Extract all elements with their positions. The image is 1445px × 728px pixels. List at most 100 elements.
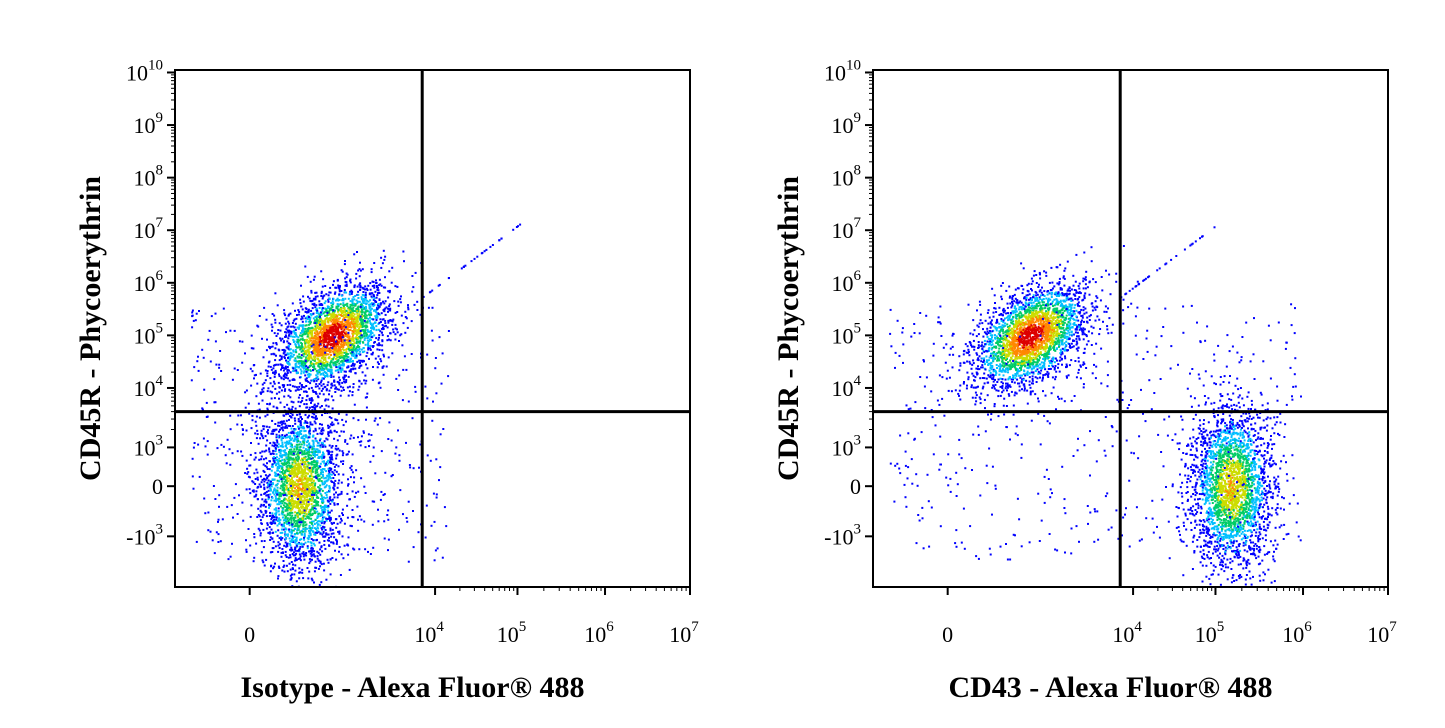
event-point: [259, 505, 262, 508]
event-point: [289, 517, 292, 520]
event-point: [283, 501, 286, 504]
event-point: [300, 470, 303, 473]
event-point: [322, 278, 325, 281]
event-point: [289, 568, 292, 571]
event-point: [275, 453, 278, 456]
event-point: [322, 451, 324, 454]
event-point: [274, 497, 277, 500]
event-point: [345, 379, 348, 381]
event-point: [303, 530, 306, 533]
event-point: [308, 433, 311, 436]
event-point: [320, 470, 323, 473]
event-point: [262, 356, 265, 359]
event-point: [325, 340, 328, 343]
event-point: [291, 484, 294, 487]
event-point: [282, 348, 285, 351]
event-point: [371, 303, 374, 306]
event-point: [366, 339, 369, 342]
event-point: [314, 319, 316, 322]
event-point: [287, 353, 290, 356]
event-point: [357, 290, 360, 293]
event-point: [281, 480, 284, 483]
event-point: [309, 469, 312, 472]
event-point: [286, 372, 289, 374]
event-point: [292, 554, 295, 557]
event-point: [338, 449, 341, 452]
event-point: [269, 551, 272, 554]
event-point: [305, 484, 308, 487]
event-point: [293, 551, 295, 554]
event-point: [334, 321, 337, 324]
event-point: [298, 353, 301, 356]
event-point: [296, 501, 299, 503]
event-point: [295, 335, 298, 338]
event-point: [291, 467, 294, 470]
event-point: [311, 326, 314, 329]
event-point: [291, 487, 293, 489]
event-point: [269, 442, 272, 445]
event-point: [366, 343, 369, 346]
event-point: [275, 500, 278, 503]
event-point: [329, 291, 332, 294]
event-point: [316, 346, 319, 348]
event-point: [349, 303, 352, 306]
event-point: [330, 446, 333, 449]
event-point: [345, 285, 348, 287]
event-point: [375, 319, 378, 321]
event-point: [279, 465, 282, 468]
event-point: [341, 343, 344, 346]
event-point: [332, 350, 334, 353]
event-point: [353, 344, 356, 347]
event-point: [296, 314, 298, 316]
event-point: [275, 406, 278, 409]
event-point: [301, 552, 304, 555]
event-point: [269, 460, 271, 463]
event-point: [305, 385, 308, 387]
event-point: [273, 371, 276, 374]
event-point: [315, 440, 318, 443]
event-point: [292, 367, 295, 370]
event-point: [292, 457, 295, 460]
event-point: [268, 426, 271, 429]
event-point: [301, 476, 304, 479]
event-point: [350, 292, 353, 295]
event-point: [298, 339, 301, 342]
event-point: [269, 346, 272, 349]
event-point: [327, 338, 330, 341]
event-point: [296, 431, 299, 434]
event-point: [277, 461, 280, 464]
event-point: [287, 490, 290, 493]
event-point: [311, 491, 314, 494]
event-point: [278, 521, 281, 524]
event-point: [295, 447, 298, 450]
event-point: [291, 539, 293, 542]
event-point: [303, 370, 306, 373]
event-point: [294, 363, 297, 366]
event-point: [286, 346, 289, 349]
event-point: [275, 342, 278, 344]
event-point: [287, 477, 290, 480]
event-point: [308, 550, 310, 553]
event-point: [313, 413, 316, 416]
event-point: [255, 542, 258, 545]
event-point: [311, 412, 314, 415]
event-point: [370, 271, 373, 274]
event-point: [327, 433, 330, 436]
event-point: [326, 496, 329, 499]
event-point: [308, 470, 311, 473]
event-point: [349, 324, 352, 327]
event-point: [340, 346, 342, 349]
event-point: [329, 499, 332, 502]
event-point: [307, 538, 310, 540]
event-point: [289, 451, 292, 454]
event-point: [288, 504, 291, 507]
event-point: [296, 443, 299, 446]
event-point: [294, 483, 297, 486]
event-point: [287, 361, 290, 364]
event-point: [315, 324, 318, 327]
event-point: [272, 405, 275, 408]
event-point: [274, 446, 277, 449]
event-point: [334, 325, 337, 327]
event-point: [339, 332, 342, 335]
event-point: [365, 332, 368, 335]
